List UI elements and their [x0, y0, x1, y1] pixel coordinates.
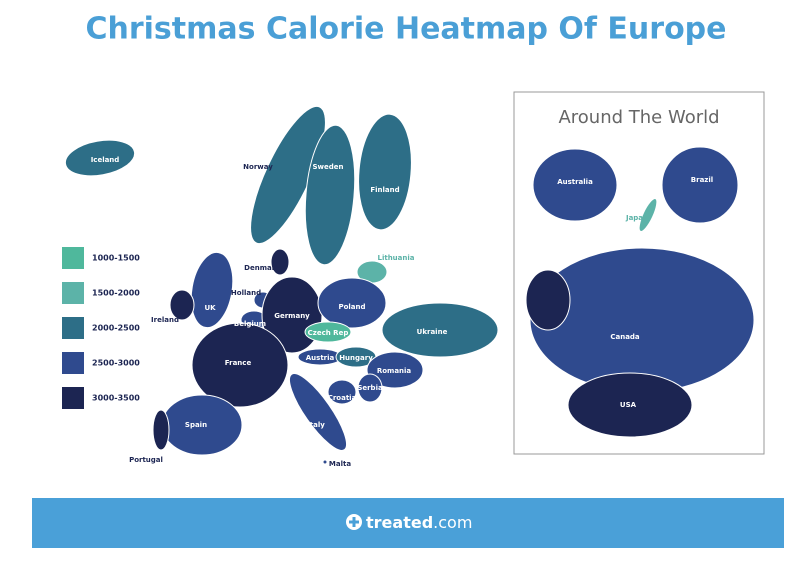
countries [64, 105, 755, 465]
country-label: Australia [557, 178, 593, 186]
legend-label: 1500-2000 [92, 289, 140, 298]
country [152, 409, 170, 451]
country [304, 124, 356, 266]
country-label: France [225, 359, 252, 367]
country-label: Iceland [91, 156, 120, 164]
country-label: Holland [231, 289, 261, 297]
country-label: Lithuania [377, 254, 414, 262]
legend: 1000-1500 1500-2000 2000-2500 2500-3000 3000… [62, 247, 140, 409]
inset-title: Around The World [558, 107, 719, 128]
country-label: Canada [610, 333, 640, 341]
country-label: Croatia [328, 394, 357, 402]
country [270, 248, 290, 276]
country-label: Italy [307, 421, 325, 429]
country-label: Ukraine [417, 328, 448, 336]
footer-bar [32, 498, 784, 548]
legend-swatch [62, 387, 84, 409]
legend-swatch [62, 317, 84, 339]
country-label: Serbia [357, 384, 383, 392]
brand-cross [349, 517, 359, 527]
legend-swatch [62, 282, 84, 304]
country [289, 373, 347, 451]
country [357, 373, 383, 403]
brand: treated.com [366, 513, 472, 532]
legend-label: 2500-3000 [92, 359, 140, 368]
country [525, 269, 571, 331]
country-label: Brazil [691, 176, 713, 184]
country [304, 321, 352, 343]
country [191, 322, 289, 408]
legend-label: 1000-1500 [92, 254, 140, 263]
country [169, 289, 195, 321]
country-label: Denmark [244, 264, 280, 272]
legend-label: 2000-2500 [92, 324, 140, 333]
legend-swatch [62, 352, 84, 374]
country-label: USA [620, 401, 637, 409]
country [322, 459, 328, 465]
country-label: Portugal [129, 456, 163, 464]
country-label: Norway [243, 163, 273, 171]
country-label: Germany [274, 312, 310, 320]
country-label: Sweden [313, 163, 344, 171]
country [317, 277, 387, 329]
country-label: Belgium [234, 320, 266, 328]
country-label: Poland [338, 303, 365, 311]
country-label: Czech Rep [308, 329, 349, 337]
country [327, 379, 357, 405]
country [567, 372, 693, 438]
brand-name: treated [366, 513, 433, 532]
country [366, 351, 424, 389]
country [381, 302, 499, 358]
country-label: Japan [625, 214, 648, 222]
country-label: UK [204, 304, 216, 312]
brand-domain: .com [433, 513, 472, 532]
country [532, 148, 618, 222]
labels: Iceland Norway Sweden Finland Lithuania Denma… [91, 156, 714, 468]
legend-label: 3000-3500 [92, 394, 140, 403]
legend-swatch [62, 247, 84, 269]
country-label: Malta [329, 460, 351, 468]
country [64, 139, 136, 177]
country-label: Spain [185, 421, 207, 429]
country-label: Finland [370, 186, 399, 194]
country-label: Romania [377, 367, 412, 375]
country [638, 198, 658, 232]
country-label: Hungary [339, 354, 373, 362]
country-label: Austria [306, 354, 335, 362]
inset-frame [513, 91, 765, 455]
country-label: Ireland [151, 316, 179, 324]
country [358, 113, 412, 231]
country [190, 251, 234, 329]
title: Christmas Calorie Heatmap Of Europe [85, 12, 726, 47]
country [661, 146, 739, 224]
